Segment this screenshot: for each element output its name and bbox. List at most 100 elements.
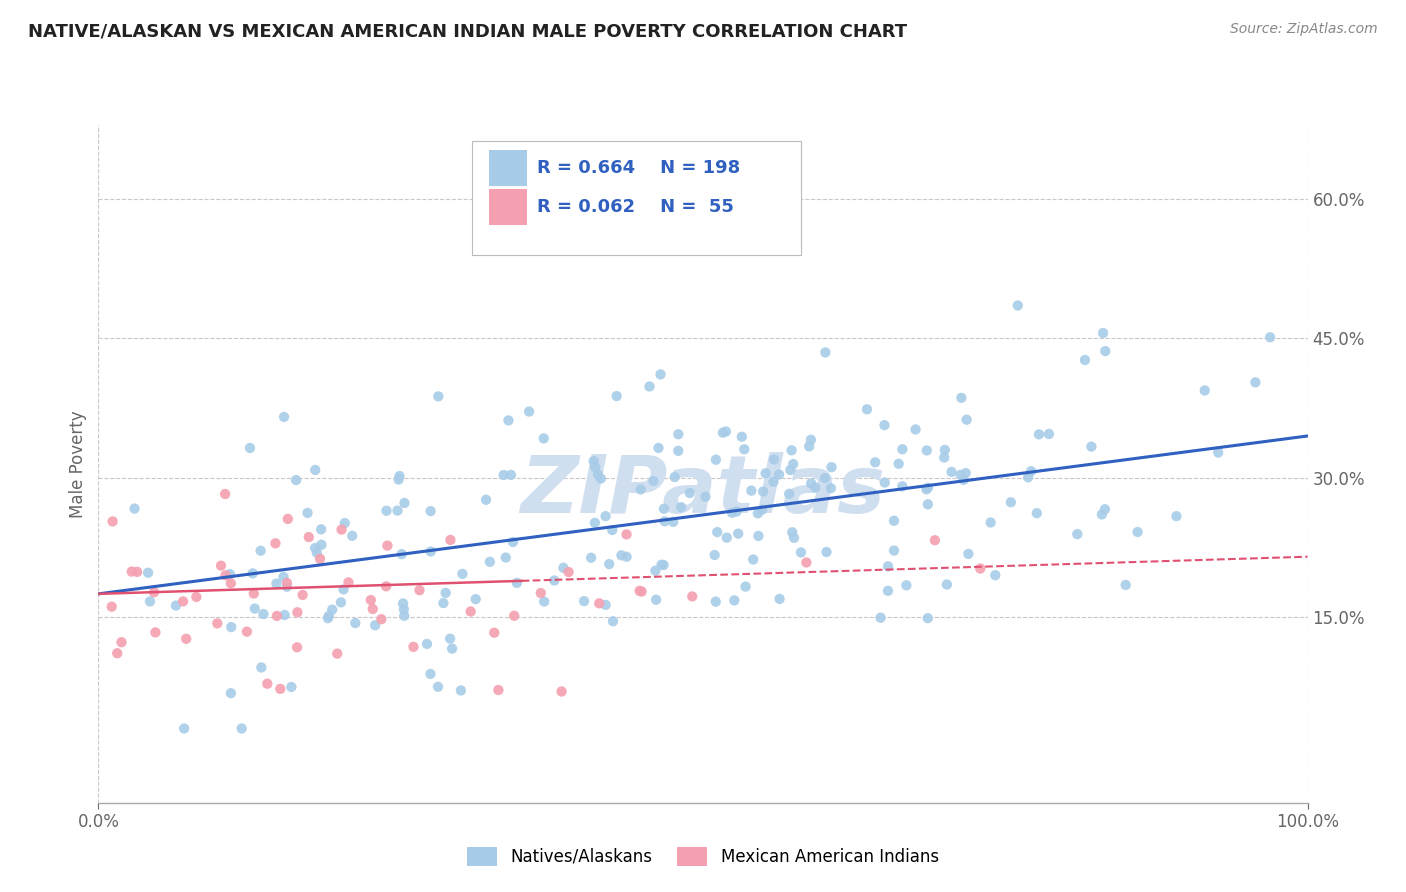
Text: R = 0.664    N = 198: R = 0.664 N = 198	[537, 159, 740, 178]
Point	[543, 574, 565, 588]
Point	[1258, 330, 1281, 344]
Point	[602, 614, 624, 628]
Point	[392, 608, 415, 623]
Point	[394, 496, 416, 510]
Point	[814, 345, 837, 359]
Point	[214, 568, 236, 582]
Point	[506, 575, 529, 590]
Point	[498, 413, 520, 427]
Point	[219, 567, 242, 582]
Point	[804, 480, 827, 494]
Point	[298, 530, 321, 544]
Point	[388, 469, 411, 483]
Point	[666, 443, 689, 458]
Point	[321, 602, 343, 616]
Point	[706, 525, 728, 540]
Point	[318, 608, 340, 623]
Point	[733, 442, 755, 457]
Point	[780, 525, 803, 540]
Point	[1038, 426, 1060, 441]
Point	[304, 541, 326, 555]
Point	[478, 555, 501, 569]
Text: R = 0.062    N =  55: R = 0.062 N = 55	[537, 198, 734, 216]
Point	[285, 473, 308, 487]
Point	[652, 558, 675, 572]
Point	[924, 533, 946, 548]
Point	[266, 608, 288, 623]
Point	[1007, 298, 1029, 312]
Point	[1080, 440, 1102, 454]
Point	[503, 608, 526, 623]
Point	[638, 379, 661, 393]
Point	[662, 515, 685, 529]
Point	[863, 455, 886, 469]
Point	[887, 457, 910, 471]
Point	[917, 497, 939, 511]
Point	[236, 624, 259, 639]
Point	[432, 596, 454, 610]
Point	[873, 418, 896, 433]
Point	[450, 683, 472, 698]
Point	[768, 467, 790, 482]
Point	[186, 590, 208, 604]
Point	[332, 582, 354, 597]
Point	[704, 594, 727, 608]
Point	[856, 402, 879, 417]
Point	[610, 549, 633, 563]
Point	[647, 441, 669, 455]
Point	[598, 557, 620, 571]
Point	[434, 586, 457, 600]
Point	[643, 474, 665, 488]
Point	[583, 460, 606, 475]
Point	[768, 591, 790, 606]
Point	[276, 576, 298, 591]
Point	[877, 559, 900, 574]
Point	[441, 641, 464, 656]
Point	[763, 452, 786, 467]
Point	[419, 544, 441, 558]
Point	[464, 592, 486, 607]
Point	[747, 506, 769, 520]
Point	[139, 594, 162, 608]
Point	[1019, 464, 1042, 478]
Point	[582, 454, 605, 468]
Point	[600, 523, 623, 537]
Point	[486, 683, 509, 698]
Point	[1194, 384, 1216, 398]
Point	[492, 468, 515, 483]
Point	[460, 605, 482, 619]
Point	[361, 602, 384, 616]
Point	[778, 487, 800, 501]
Point	[896, 578, 918, 592]
Point	[969, 561, 991, 575]
Point	[557, 565, 579, 579]
Point	[530, 586, 553, 600]
Point	[165, 599, 187, 613]
Point	[553, 561, 575, 575]
Point	[533, 594, 555, 608]
Point	[796, 556, 818, 570]
Point	[121, 565, 143, 579]
Point	[579, 550, 602, 565]
Point	[101, 515, 124, 529]
Point	[252, 607, 274, 621]
Point	[877, 583, 900, 598]
Point	[630, 584, 652, 599]
Point	[311, 538, 333, 552]
Point	[815, 545, 838, 559]
Point	[124, 501, 146, 516]
Point	[219, 620, 242, 634]
Point	[664, 470, 686, 484]
Point	[714, 425, 737, 439]
Point	[1074, 353, 1097, 368]
Point	[873, 475, 896, 490]
Point	[752, 484, 775, 499]
Point	[644, 564, 666, 578]
Point	[727, 526, 749, 541]
Point	[291, 588, 314, 602]
Point	[402, 640, 425, 654]
Point	[330, 523, 353, 537]
Point	[243, 586, 266, 600]
Point	[747, 529, 769, 543]
Point	[952, 473, 974, 487]
